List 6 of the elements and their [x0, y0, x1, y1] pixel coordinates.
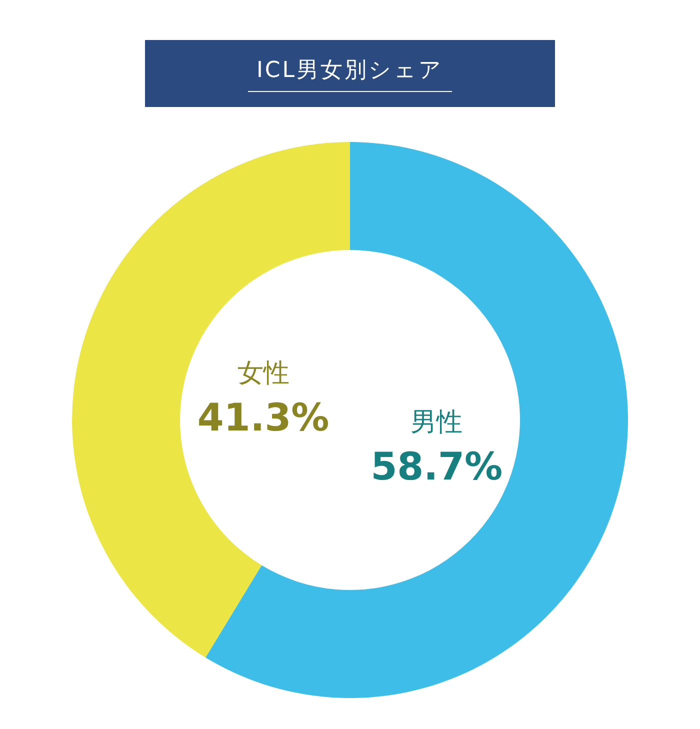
slice-label: 女性: [237, 358, 290, 389]
chart-title: ICL男女別シェア: [248, 55, 452, 92]
data-label: 58.7%: [370, 444, 503, 488]
data-label: 41.3%: [197, 396, 330, 440]
slice-label: 男性: [410, 407, 463, 438]
donut-slice: [72, 142, 350, 658]
